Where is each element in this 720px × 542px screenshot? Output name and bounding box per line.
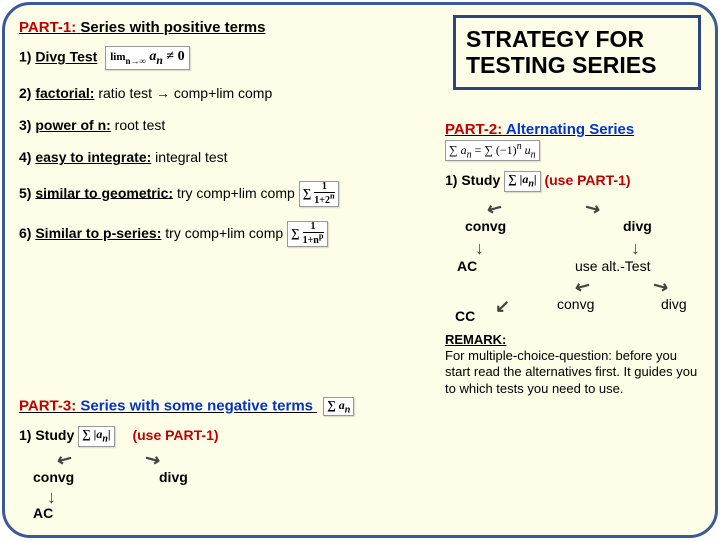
remark-header: REMARK: [445, 332, 506, 347]
formula-geometric: ∑ 11+2n [299, 181, 339, 207]
use-part-1: (use PART-1) [544, 172, 630, 188]
item-num: 1) [19, 49, 31, 65]
formula-abs-sum: ∑ |an| [504, 171, 540, 191]
part-1-label: PART-1: [19, 19, 76, 36]
item-rest: root test [115, 117, 166, 133]
formula-sum-an: ∑ an [323, 397, 354, 416]
part1-item-1: 1) Divg Test limn→∞ an ≠ 0 [19, 46, 449, 70]
part-2-label: PART-2: [445, 121, 502, 138]
item-rest: try comp+lim comp [165, 225, 283, 241]
formula-limit: limn→∞ an ≠ 0 [105, 46, 189, 70]
use-part-1-again: (use PART-1) [132, 427, 218, 443]
remark-body: For multiple-choice-question: before you… [445, 348, 697, 396]
formula-alt-series: ∑ an = ∑ (−1)n un [445, 140, 540, 161]
study-label: Study [35, 427, 74, 443]
part-2-block: PART-2: Alternating Series ∑ an = ∑ (−1)… [445, 121, 705, 397]
item-bold: easy to integrate: [35, 149, 151, 165]
part-1-block: PART-1: Series with positive terms 1) Di… [19, 19, 449, 261]
part1-item-2: 2) factorial: ratio test → comp+lim comp [19, 84, 449, 102]
part3-tree: ↙ ↘ convg divg ↓ AC [19, 449, 449, 519]
item-rest: try comp+lim comp [177, 184, 295, 200]
part-3-block: PART-3: Series with some negative terms … [19, 397, 449, 519]
arrow-icon: ↘ [581, 196, 605, 222]
part1-item-3: 3) power of n: root test [19, 116, 449, 134]
tree-ac: AC [457, 258, 477, 274]
part-3-label: PART-3: [19, 398, 76, 415]
p3-divg: divg [159, 469, 188, 485]
part-2-subtitle: Alternating Series [506, 121, 634, 138]
part3-study-row: 1) Study ∑ |an| (use PART-1) [19, 426, 449, 446]
formula-abs-sum-3: ∑ |an| [78, 426, 114, 446]
item-rest: integral test [155, 149, 227, 165]
study-label: Study [461, 172, 500, 188]
part-3-title: PART-3: Series with some negative terms … [19, 397, 449, 416]
alt-formula-row: ∑ an = ∑ (−1)n un [445, 140, 705, 161]
arrow-icon: ↓ [475, 238, 484, 259]
study-num: 1) [445, 172, 457, 188]
tree-convg2: convg [557, 296, 594, 312]
item-bold: Similar to p-series: [35, 225, 161, 241]
arrow-icon: ↙ [495, 296, 510, 317]
item-num: 5) [19, 184, 31, 200]
item-num: 2) [19, 85, 31, 101]
tree-alt-test: use alt.-Test [575, 258, 650, 274]
part2-tree: ↙ ↘ convg divg ↓ ↓ AC use alt.-Test ↙ ↘ … [445, 196, 705, 326]
part-3-subtitle: Series with some negative terms [80, 398, 313, 415]
formula-pseries: ∑ 11+np [287, 221, 327, 247]
item-bold: factorial: [35, 85, 94, 101]
item-num: 3) [19, 117, 31, 133]
p3-ac: AC [33, 505, 53, 521]
strategy-title-text: STRATEGY FOR TESTING SERIES [466, 26, 656, 78]
item-bold: similar to geometric: [35, 184, 173, 200]
part-1-subtitle: Series with positive terms [80, 19, 265, 36]
remark-block: REMARK: For multiple-choice-question: be… [445, 332, 705, 397]
slide: PART-1: Series with positive terms 1) Di… [2, 2, 718, 538]
strategy-title-box: STRATEGY FOR TESTING SERIES [453, 15, 701, 90]
item-bold: Divg Test [35, 49, 97, 65]
part1-item-5: 5) similar to geometric: try comp+lim co… [19, 181, 449, 207]
part1-item-6: 6) Similar to p-series: try comp+lim com… [19, 221, 449, 247]
tree-divg: divg [623, 218, 652, 234]
p3-convg: convg [33, 469, 74, 485]
study-num: 1) [19, 427, 31, 443]
item-bold: power of n: [35, 117, 110, 133]
item-num: 4) [19, 149, 31, 165]
part1-item-4: 4) easy to integrate: integral test [19, 148, 449, 166]
tree-convg: convg [465, 218, 506, 234]
arrow-icon: ↓ [631, 238, 640, 259]
part-1-title: PART-1: Series with positive terms [19, 19, 449, 36]
tree-divg2: divg [661, 296, 687, 312]
item-num: 6) [19, 225, 31, 241]
part-2-title: PART-2: Alternating Series [445, 121, 705, 138]
item-rest: ratio test → comp+lim comp [98, 85, 272, 101]
tree-cc: CC [455, 308, 475, 324]
part2-study-row: 1) Study ∑ |an| (use PART-1) [445, 171, 705, 191]
